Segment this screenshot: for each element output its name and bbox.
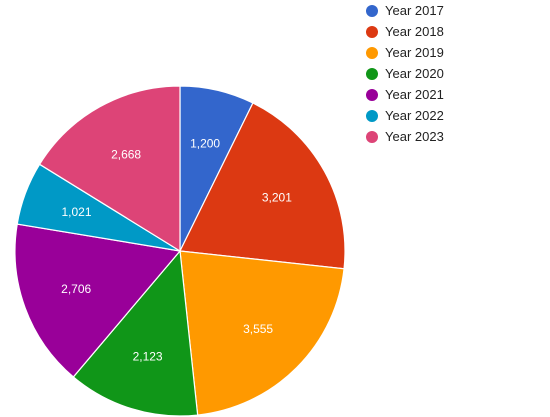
legend-swatch: [366, 4, 378, 17]
pie-slice-year-2018: [179, 102, 346, 270]
legend-item-year-2018: Year 2018: [366, 21, 444, 42]
legend-label: Year 2023: [385, 129, 444, 144]
legend-item-year-2019: Year 2019: [366, 42, 444, 63]
pie-slice-year-2021: [14, 223, 182, 378]
slice-label-year-2020: 2,123: [133, 350, 163, 364]
slice-label-year-2018: 3,201: [262, 191, 292, 205]
legend-item-year-2017: Year 2017: [366, 0, 444, 21]
legend-item-year-2023: Year 2023: [366, 126, 444, 147]
slice-label-year-2017: 1,200: [190, 136, 220, 150]
pie-slice-year-2023: [38, 85, 181, 253]
legend-swatch: [366, 25, 378, 38]
chart-legend: Year 2017 Year 2018 Year 2019 Year 2020 Year…: [366, 0, 444, 147]
legend-label: Year 2020: [385, 66, 444, 81]
legend-label: Year 2018: [385, 24, 444, 39]
legend-swatch: [366, 130, 378, 143]
slice-label-year-2023: 2,668: [111, 148, 141, 162]
slice-label-year-2019: 3,555: [243, 322, 273, 336]
slice-label-year-2021: 2,706: [61, 282, 91, 296]
pie-slice-year-2020: [72, 249, 199, 417]
legend-label: Year 2017: [385, 3, 444, 18]
slice-label-year-2022: 1,021: [61, 205, 91, 219]
pie-slice-year-2019: [179, 250, 345, 416]
legend-swatch: [366, 109, 378, 122]
pie-slices: [14, 85, 346, 417]
legend-item-year-2020: Year 2020: [366, 63, 444, 84]
legend-item-year-2022: Year 2022: [366, 105, 444, 126]
legend-label: Year 2019: [385, 45, 444, 60]
legend-label: Year 2021: [385, 87, 444, 102]
legend-swatch: [366, 67, 378, 80]
legend-item-year-2021: Year 2021: [366, 84, 444, 105]
pie-slice-labels: 1,200 3,201 3,555 2,123 2,706 1,021 2,668: [61, 136, 292, 363]
legend-swatch: [366, 88, 378, 101]
legend-swatch: [366, 46, 378, 59]
legend-label: Year 2022: [385, 108, 444, 123]
